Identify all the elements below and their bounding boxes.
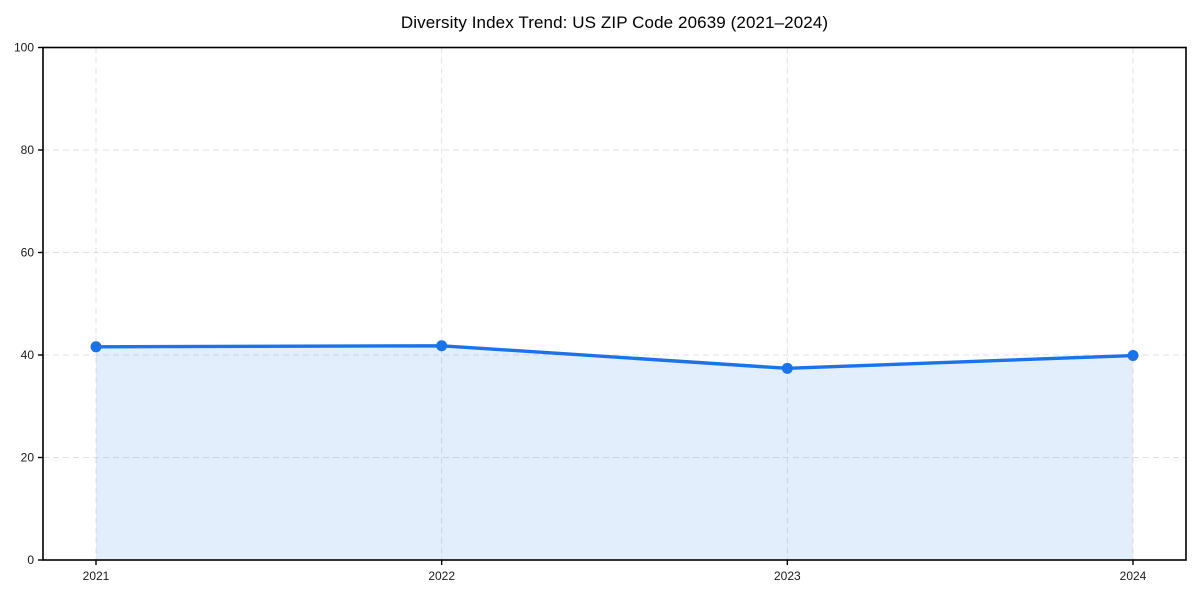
line-series xyxy=(94,344,1135,371)
plot-frame xyxy=(42,46,1187,561)
data-point xyxy=(1127,350,1139,362)
data-point xyxy=(90,341,102,353)
data-point xyxy=(781,362,793,374)
x-tick-label: 2024 xyxy=(1120,569,1147,583)
y-tick-label: 80 xyxy=(21,143,35,157)
area-fill xyxy=(96,345,1133,560)
y-tick-label: 0 xyxy=(27,553,34,567)
y-tick-label: 60 xyxy=(21,246,35,260)
y-tick-label: 100 xyxy=(14,41,34,55)
chart-title: Diversity Index Trend: US ZIP Code 20639… xyxy=(400,13,829,32)
y-tick-label: 20 xyxy=(21,451,35,465)
data-point xyxy=(436,340,448,352)
x-tick-label: 2021 xyxy=(83,569,110,583)
y-tick-label: 40 xyxy=(21,348,35,362)
x-tick-label: 2022 xyxy=(428,569,455,583)
x-tick-label: 2023 xyxy=(774,569,801,583)
